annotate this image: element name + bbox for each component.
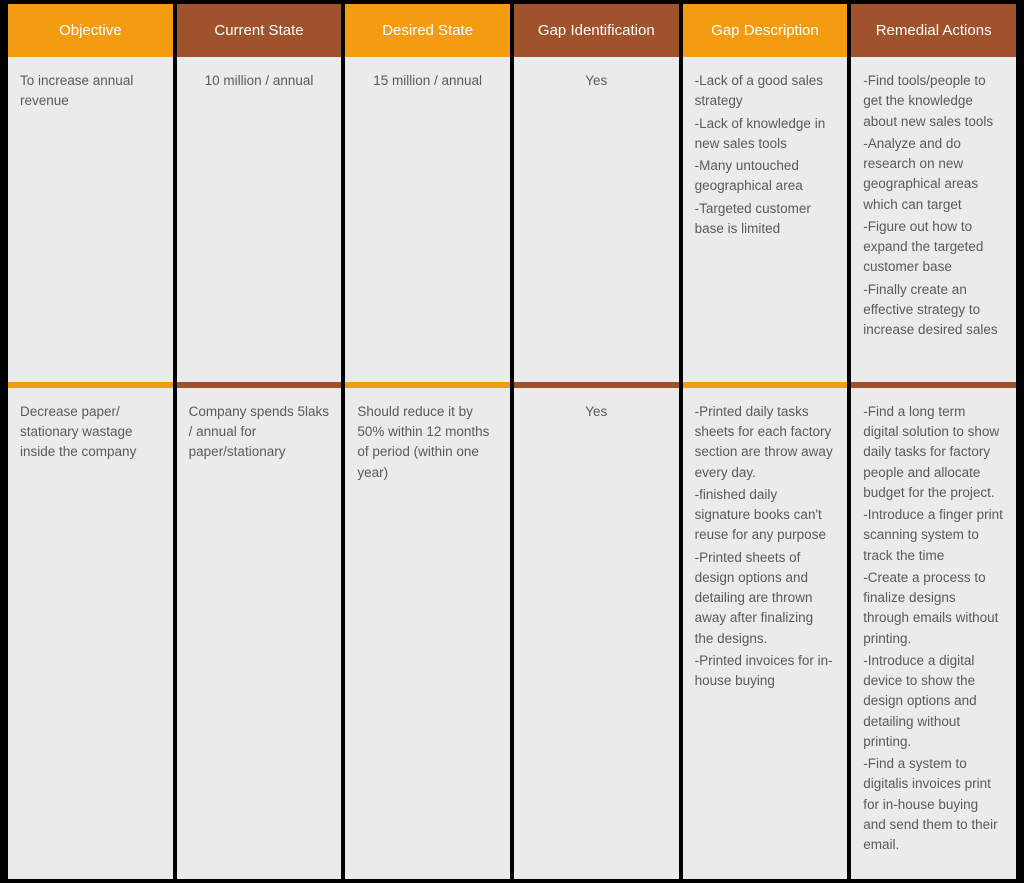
list-item: -Printed invoices for in-house buying [695, 651, 836, 692]
cell-gap-identification: Yes [514, 57, 679, 382]
table-row: Decrease paper/ stationary wastage insid… [8, 388, 1016, 879]
gap-description-list: -Printed daily tasks sheets for each fac… [695, 402, 836, 692]
list-item: -Lack of knowledge in new sales tools [695, 114, 836, 155]
list-item: -Introduce a digital device to show the … [863, 651, 1004, 752]
cell-gap-description: -Printed daily tasks sheets for each fac… [683, 388, 848, 879]
cell-objective: Decrease paper/ stationary wastage insid… [8, 388, 173, 879]
list-item: -Create a process to finalize designs th… [863, 568, 1004, 649]
header-remedial-actions: Remedial Actions [851, 4, 1016, 57]
cell-remedial-actions: -Find tools/people to get the knowledge … [851, 57, 1016, 382]
remedial-actions-list: -Find tools/people to get the knowledge … [863, 71, 1004, 340]
gap-analysis-table: Objective Current State Desired State Ga… [0, 0, 1024, 883]
header-objective: Objective [8, 4, 173, 57]
list-item: -Analyze and do research on new geograph… [863, 134, 1004, 215]
list-item: -Many untouched geographical area [695, 156, 836, 197]
cell-current-state: 10 million / annual [177, 57, 342, 382]
cell-remedial-actions: -Find a long term digital solution to sh… [851, 388, 1016, 879]
remedial-actions-list: -Find a long term digital solution to sh… [863, 402, 1004, 856]
header-gap-description: Gap Description [683, 4, 848, 57]
list-item: -Introduce a finger print scanning syste… [863, 505, 1004, 566]
list-item: -Figure out how to expand the targeted c… [863, 217, 1004, 278]
cell-objective: To increase annual revenue [8, 57, 173, 382]
header-row: Objective Current State Desired State Ga… [8, 4, 1016, 57]
header-current-state: Current State [177, 4, 342, 57]
list-item: -finished daily signature books can't re… [695, 485, 836, 546]
list-item: -Printed sheets of design options and de… [695, 548, 836, 649]
cell-gap-description: -Lack of a good sales strategy -Lack of … [683, 57, 848, 382]
list-item: -Targeted customer base is limited [695, 199, 836, 240]
header-desired-state: Desired State [345, 4, 510, 57]
list-item: -Find tools/people to get the knowledge … [863, 71, 1004, 132]
list-item: -Lack of a good sales strategy [695, 71, 836, 112]
header-gap-identification: Gap Identification [514, 4, 679, 57]
gap-description-list: -Lack of a good sales strategy -Lack of … [695, 71, 836, 239]
cell-desired-state: 15 million / annual [345, 57, 510, 382]
table-row: To increase annual revenue 10 million / … [8, 57, 1016, 382]
cell-gap-identification: Yes [514, 388, 679, 879]
list-item: -Find a system to digitalis invoices pri… [863, 754, 1004, 855]
list-item: -Find a long term digital solution to sh… [863, 402, 1004, 503]
list-item: -Printed daily tasks sheets for each fac… [695, 402, 836, 483]
cell-current-state: Company spends 5laks / annual for paper/… [177, 388, 342, 879]
cell-desired-state: Should reduce it by 50% within 12 months… [345, 388, 510, 879]
table: Objective Current State Desired State Ga… [4, 4, 1020, 879]
list-item: -Finally create an effective strategy to… [863, 280, 1004, 341]
